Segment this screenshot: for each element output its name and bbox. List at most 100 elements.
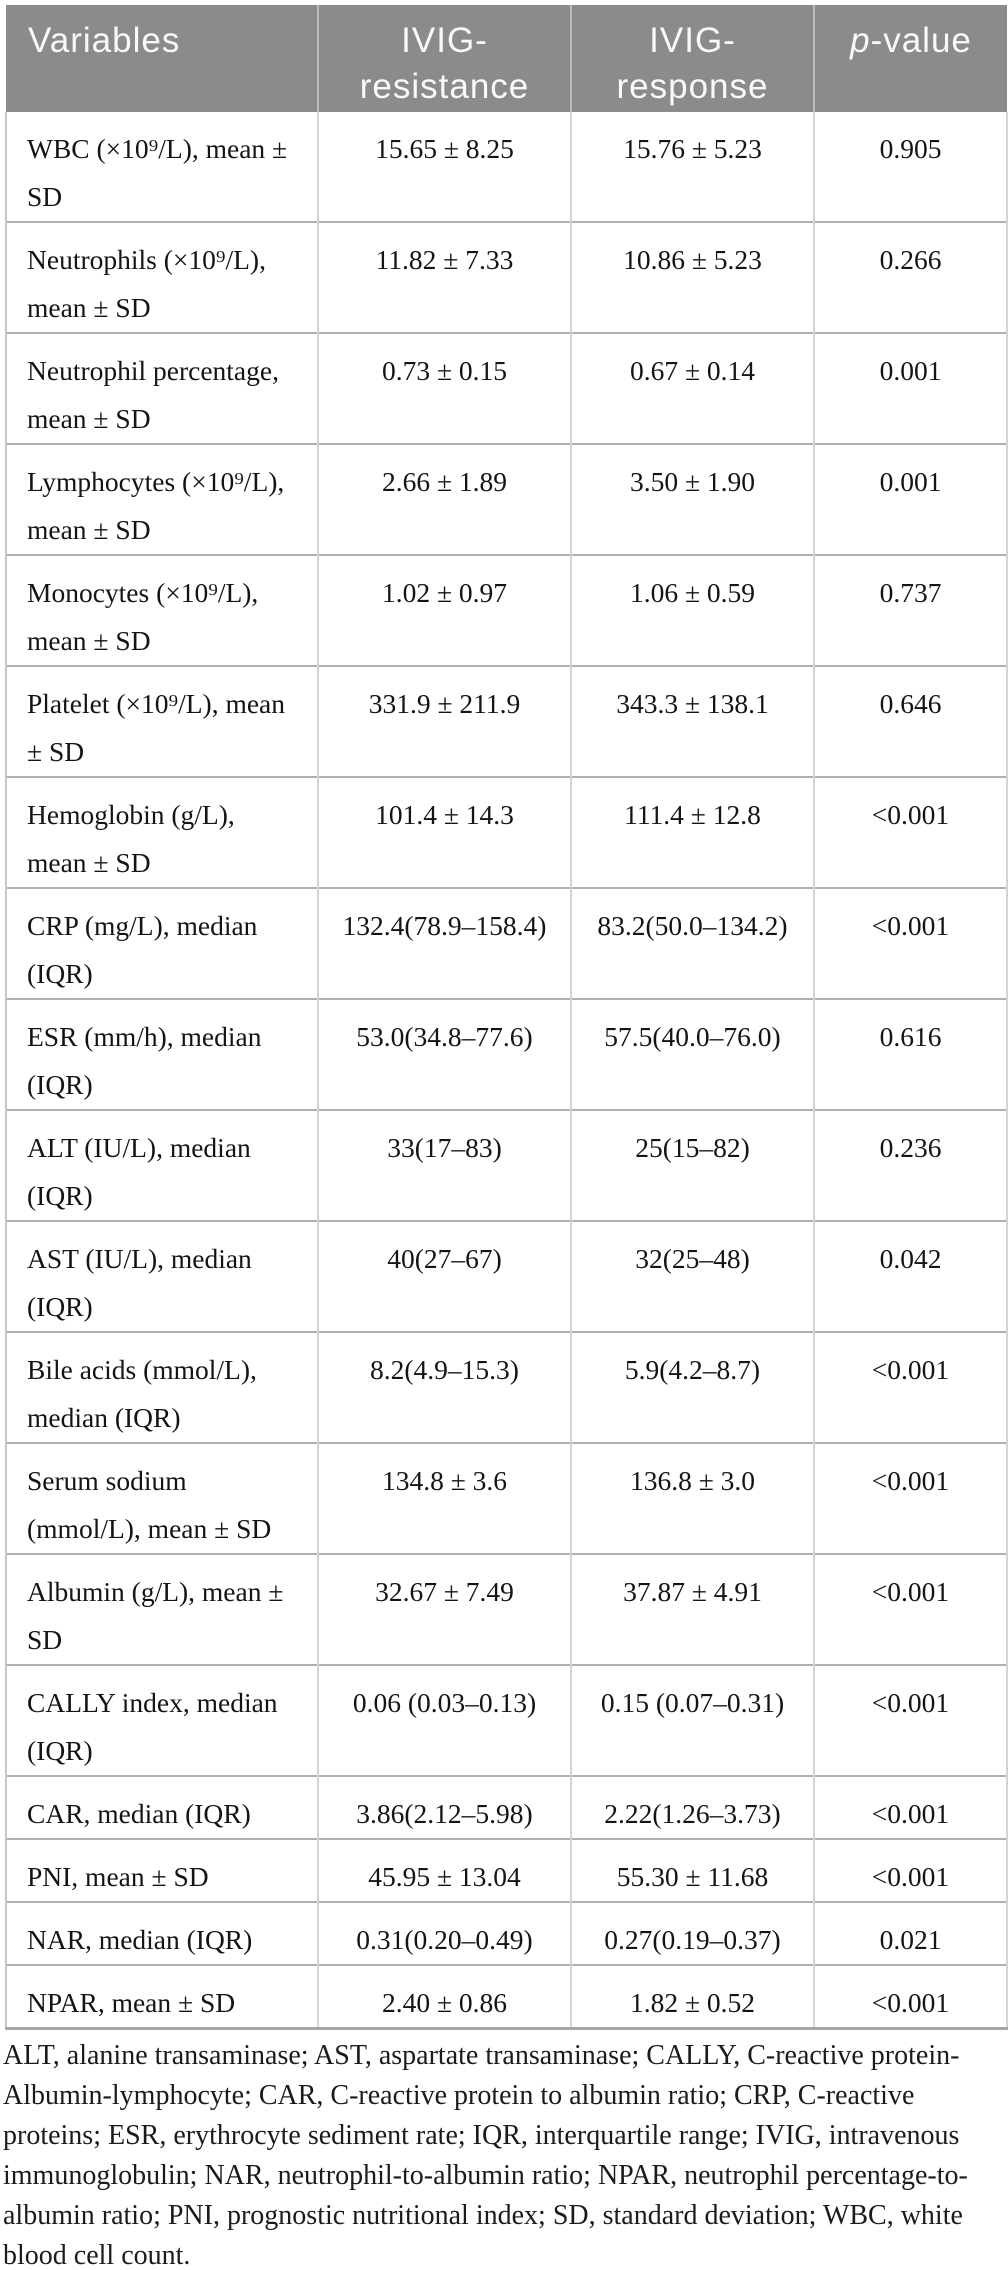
table-row: WBC (×10⁹/L), mean ± SD 15.65 ± 8.25 15.… <box>5 112 1008 222</box>
cell-p: 0.021 <box>813 1901 1008 1965</box>
table-row: NPAR, mean ± SD 2.40 ± 0.86 1.82 ± 0.52 … <box>5 1964 1008 2030</box>
table-row: CRP (mg/L), median (IQR) 132.4(78.9–158.… <box>5 887 1008 999</box>
row-label: Hemoglobin (g/L), mean ± SD <box>5 776 318 888</box>
row-label: Lymphocytes (×10⁹/L), mean ± SD <box>5 443 318 555</box>
cell-p: <0.001 <box>813 1553 1008 1665</box>
cell-p: <0.001 <box>813 1775 1008 1839</box>
cell-response: 1.82 ± 0.52 <box>570 1964 814 2030</box>
table-row: Bile acids (mmol/L), median (IQR) 8.2(4.… <box>5 1331 1008 1443</box>
table-row: Hemoglobin (g/L), mean ± SD 101.4 ± 14.3… <box>5 776 1008 888</box>
cell-response: 57.5(40.0–76.0) <box>570 998 814 1110</box>
cell-p: 0.646 <box>813 665 1008 777</box>
cell-resistance: 0.73 ± 0.15 <box>317 332 571 444</box>
cell-resistance: 3.86(2.12–5.98) <box>317 1775 571 1839</box>
cell-response: 10.86 ± 5.23 <box>570 221 814 333</box>
cell-resistance: 1.02 ± 0.97 <box>317 554 571 666</box>
cell-resistance: 32.67 ± 7.49 <box>317 1553 571 1665</box>
cell-response: 5.9(4.2–8.7) <box>570 1331 814 1443</box>
cell-resistance: 15.65 ± 8.25 <box>317 112 571 222</box>
cell-p: <0.001 <box>813 1838 1008 1902</box>
cell-response: 83.2(50.0–134.2) <box>570 887 814 999</box>
cell-p: 0.001 <box>813 443 1008 555</box>
row-label: Platelet (×10⁹/L), mean ± SD <box>5 665 318 777</box>
row-label: Neutrophils (×10⁹/L), mean ± SD <box>5 221 318 333</box>
cell-resistance: 101.4 ± 14.3 <box>317 776 571 888</box>
cell-response: 1.06 ± 0.59 <box>570 554 814 666</box>
row-label: Serum sodium (mmol/L), mean ± SD <box>5 1442 318 1554</box>
table-body: WBC (×10⁹/L), mean ± SD 15.65 ± 8.25 15.… <box>5 112 1008 2030</box>
row-label: NAR, median (IQR) <box>5 1901 318 1965</box>
table-footnote: ALT, alanine transaminase; AST, aspartat… <box>3 2040 968 2270</box>
row-label: Neutrophil percentage, mean ± SD <box>5 332 318 444</box>
cell-response: 32(25–48) <box>570 1220 814 1332</box>
table-row: Albumin (g/L), mean ± SD 32.67 ± 7.49 37… <box>5 1553 1008 1665</box>
row-label: CAR, median (IQR) <box>5 1775 318 1839</box>
cell-response: 2.22(1.26–3.73) <box>570 1775 814 1839</box>
p-value-italic-p: p <box>850 21 871 60</box>
cell-p: 0.001 <box>813 332 1008 444</box>
table-row: AST (IU/L), median (IQR) 40(27–67) 32(25… <box>5 1220 1008 1332</box>
row-label: CALLY index, median (IQR) <box>5 1664 318 1776</box>
cell-resistance: 0.31(0.20–0.49) <box>317 1901 571 1965</box>
header-variables: Variables <box>6 5 318 112</box>
cell-p: 0.266 <box>813 221 1008 333</box>
table-row: Platelet (×10⁹/L), mean ± SD 331.9 ± 211… <box>5 665 1008 777</box>
cell-response: 37.87 ± 4.91 <box>570 1553 814 1665</box>
cell-resistance: 134.8 ± 3.6 <box>317 1442 571 1554</box>
cell-resistance: 2.40 ± 0.86 <box>317 1964 571 2030</box>
table-row: ESR (mm/h), median (IQR) 53.0(34.8–77.6)… <box>5 998 1008 1110</box>
row-label: PNI, mean ± SD <box>5 1838 318 1902</box>
cell-p: 0.042 <box>813 1220 1008 1332</box>
p-value-rest: -value <box>870 21 972 60</box>
table-row: Monocytes (×10⁹/L), mean ± SD 1.02 ± 0.9… <box>5 554 1008 666</box>
row-label: Monocytes (×10⁹/L), mean ± SD <box>5 554 318 666</box>
row-label: Bile acids (mmol/L), median (IQR) <box>5 1331 318 1443</box>
header-ivig-resistance: IVIG- resistance <box>317 5 571 112</box>
row-label: CRP (mg/L), median (IQR) <box>5 887 318 999</box>
row-label: NPAR, mean ± SD <box>5 1964 318 2030</box>
header-p-value: p-value <box>813 5 1007 112</box>
cell-resistance: 2.66 ± 1.89 <box>317 443 571 555</box>
cell-response: 111.4 ± 12.8 <box>570 776 814 888</box>
table-row: CAR, median (IQR) 3.86(2.12–5.98) 2.22(1… <box>5 1775 1008 1839</box>
table-row: Lymphocytes (×10⁹/L), mean ± SD 2.66 ± 1… <box>5 443 1008 555</box>
cell-resistance: 132.4(78.9–158.4) <box>317 887 571 999</box>
cell-resistance: 331.9 ± 211.9 <box>317 665 571 777</box>
row-label: ALT (IU/L), median (IQR) <box>5 1109 318 1221</box>
row-label: ESR (mm/h), median (IQR) <box>5 998 318 1110</box>
row-label: Albumin (g/L), mean ± SD <box>5 1553 318 1665</box>
table-row: NAR, median (IQR) 0.31(0.20–0.49) 0.27(0… <box>5 1901 1008 1965</box>
cell-p: 0.236 <box>813 1109 1008 1221</box>
cell-resistance: 11.82 ± 7.33 <box>317 221 571 333</box>
cell-p: <0.001 <box>813 776 1008 888</box>
cell-resistance: 40(27–67) <box>317 1220 571 1332</box>
cell-resistance: 0.06 (0.03–0.13) <box>317 1664 571 1776</box>
header-row: Variables IVIG- resistance IVIG- respons… <box>6 5 1007 112</box>
cell-response: 25(15–82) <box>570 1109 814 1221</box>
header-ivig-response: IVIG- response <box>570 5 814 112</box>
table-row: Neutrophils (×10⁹/L), mean ± SD 11.82 ± … <box>5 221 1008 333</box>
cell-resistance: 8.2(4.9–15.3) <box>317 1331 571 1443</box>
cell-response: 15.76 ± 5.23 <box>570 112 814 222</box>
cell-p: 0.905 <box>813 112 1008 222</box>
cell-response: 136.8 ± 3.0 <box>570 1442 814 1554</box>
cell-resistance: 53.0(34.8–77.6) <box>317 998 571 1110</box>
cell-response: 0.27(0.19–0.37) <box>570 1901 814 1965</box>
cell-response: 343.3 ± 138.1 <box>570 665 814 777</box>
table-row: Serum sodium (mmol/L), mean ± SD 134.8 ±… <box>5 1442 1008 1554</box>
cell-response: 3.50 ± 1.90 <box>570 443 814 555</box>
cell-resistance: 45.95 ± 13.04 <box>317 1838 571 1902</box>
cell-p: <0.001 <box>813 1964 1008 2030</box>
cell-p: 0.616 <box>813 998 1008 1110</box>
cell-resistance: 33(17–83) <box>317 1109 571 1221</box>
cell-p: <0.001 <box>813 1331 1008 1443</box>
table-row: Neutrophil percentage, mean ± SD 0.73 ± … <box>5 332 1008 444</box>
table-row: CALLY index, median (IQR) 0.06 (0.03–0.1… <box>5 1664 1008 1776</box>
cell-p: <0.001 <box>813 1664 1008 1776</box>
cell-p: <0.001 <box>813 887 1008 999</box>
table-row: ALT (IU/L), median (IQR) 33(17–83) 25(15… <box>5 1109 1008 1221</box>
cell-p: <0.001 <box>813 1442 1008 1554</box>
row-label: AST (IU/L), median (IQR) <box>5 1220 318 1332</box>
cell-response: 0.67 ± 0.14 <box>570 332 814 444</box>
